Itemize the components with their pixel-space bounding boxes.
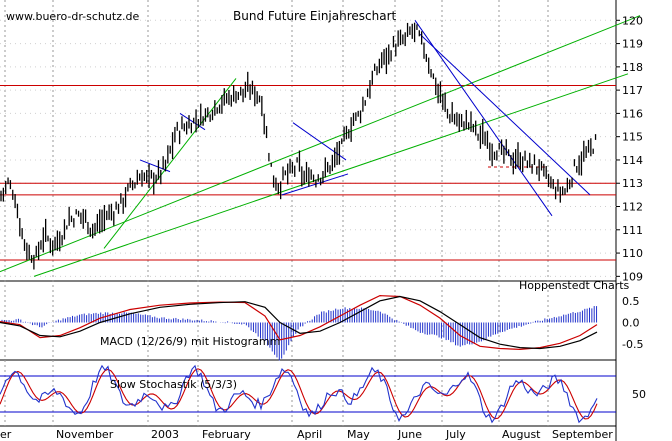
trendline bbox=[33, 73, 629, 277]
month-tick-label: September bbox=[552, 428, 613, 441]
month-tick-label: November bbox=[56, 428, 114, 441]
price-axis-tick-label: 120 bbox=[622, 14, 643, 27]
trendline bbox=[292, 122, 347, 161]
month-tick-label: June bbox=[397, 428, 422, 441]
chart-title: Bund Future Einjahreschart bbox=[233, 9, 397, 23]
stochastic-label: Slow Stochastik (5/3/3) bbox=[110, 378, 237, 391]
month-tick-label: 2003 bbox=[151, 428, 179, 441]
month-tick-label: er bbox=[0, 428, 12, 441]
trendline bbox=[103, 78, 237, 249]
macd-label: MACD (12/26/9) mit Histogramm bbox=[100, 335, 280, 348]
month-tick-label: April bbox=[297, 428, 322, 441]
price-axis-tick-label: 109 bbox=[622, 270, 643, 283]
month-tick-label: July bbox=[445, 428, 466, 441]
price-axis-tick-label: 111 bbox=[622, 224, 643, 237]
month-tick-label: May bbox=[347, 428, 370, 441]
trendline bbox=[179, 112, 206, 131]
price-axis-tick-label: 118 bbox=[622, 61, 643, 74]
trendline bbox=[414, 20, 553, 217]
stoch-fast-line bbox=[0, 364, 598, 424]
price-axis-tick-label: 110 bbox=[622, 247, 643, 260]
watermark: www.buero-dr-schutz.de bbox=[6, 10, 139, 23]
trendline bbox=[0, 15, 641, 273]
month-tick-label: February bbox=[202, 428, 251, 441]
macd-line bbox=[0, 295, 598, 350]
month-tick-label: August bbox=[502, 428, 541, 441]
stoch-axis-tick-label: 50 bbox=[632, 388, 646, 401]
trendline bbox=[281, 173, 349, 196]
macd-line bbox=[0, 295, 598, 350]
macd-axis-tick-label: 0.5 bbox=[622, 295, 640, 308]
price-axis-tick-label: 113 bbox=[622, 177, 643, 190]
price-axis-tick-label: 117 bbox=[622, 84, 643, 97]
price-axis-tick-label: 116 bbox=[622, 107, 643, 120]
credit-label: Hoppenstedt Charts bbox=[519, 279, 630, 292]
trendline bbox=[419, 33, 591, 196]
price-axis-tick-label: 119 bbox=[622, 38, 643, 51]
macd-axis-tick-label: 0.0 bbox=[622, 317, 640, 330]
price-axis-tick-label: 114 bbox=[622, 154, 643, 167]
price-axis-tick-label: 115 bbox=[622, 131, 643, 144]
macd-axis-tick-label: -0.5 bbox=[622, 338, 643, 351]
stoch-slow-line bbox=[0, 368, 598, 420]
price-axis-tick-label: 112 bbox=[622, 201, 643, 214]
